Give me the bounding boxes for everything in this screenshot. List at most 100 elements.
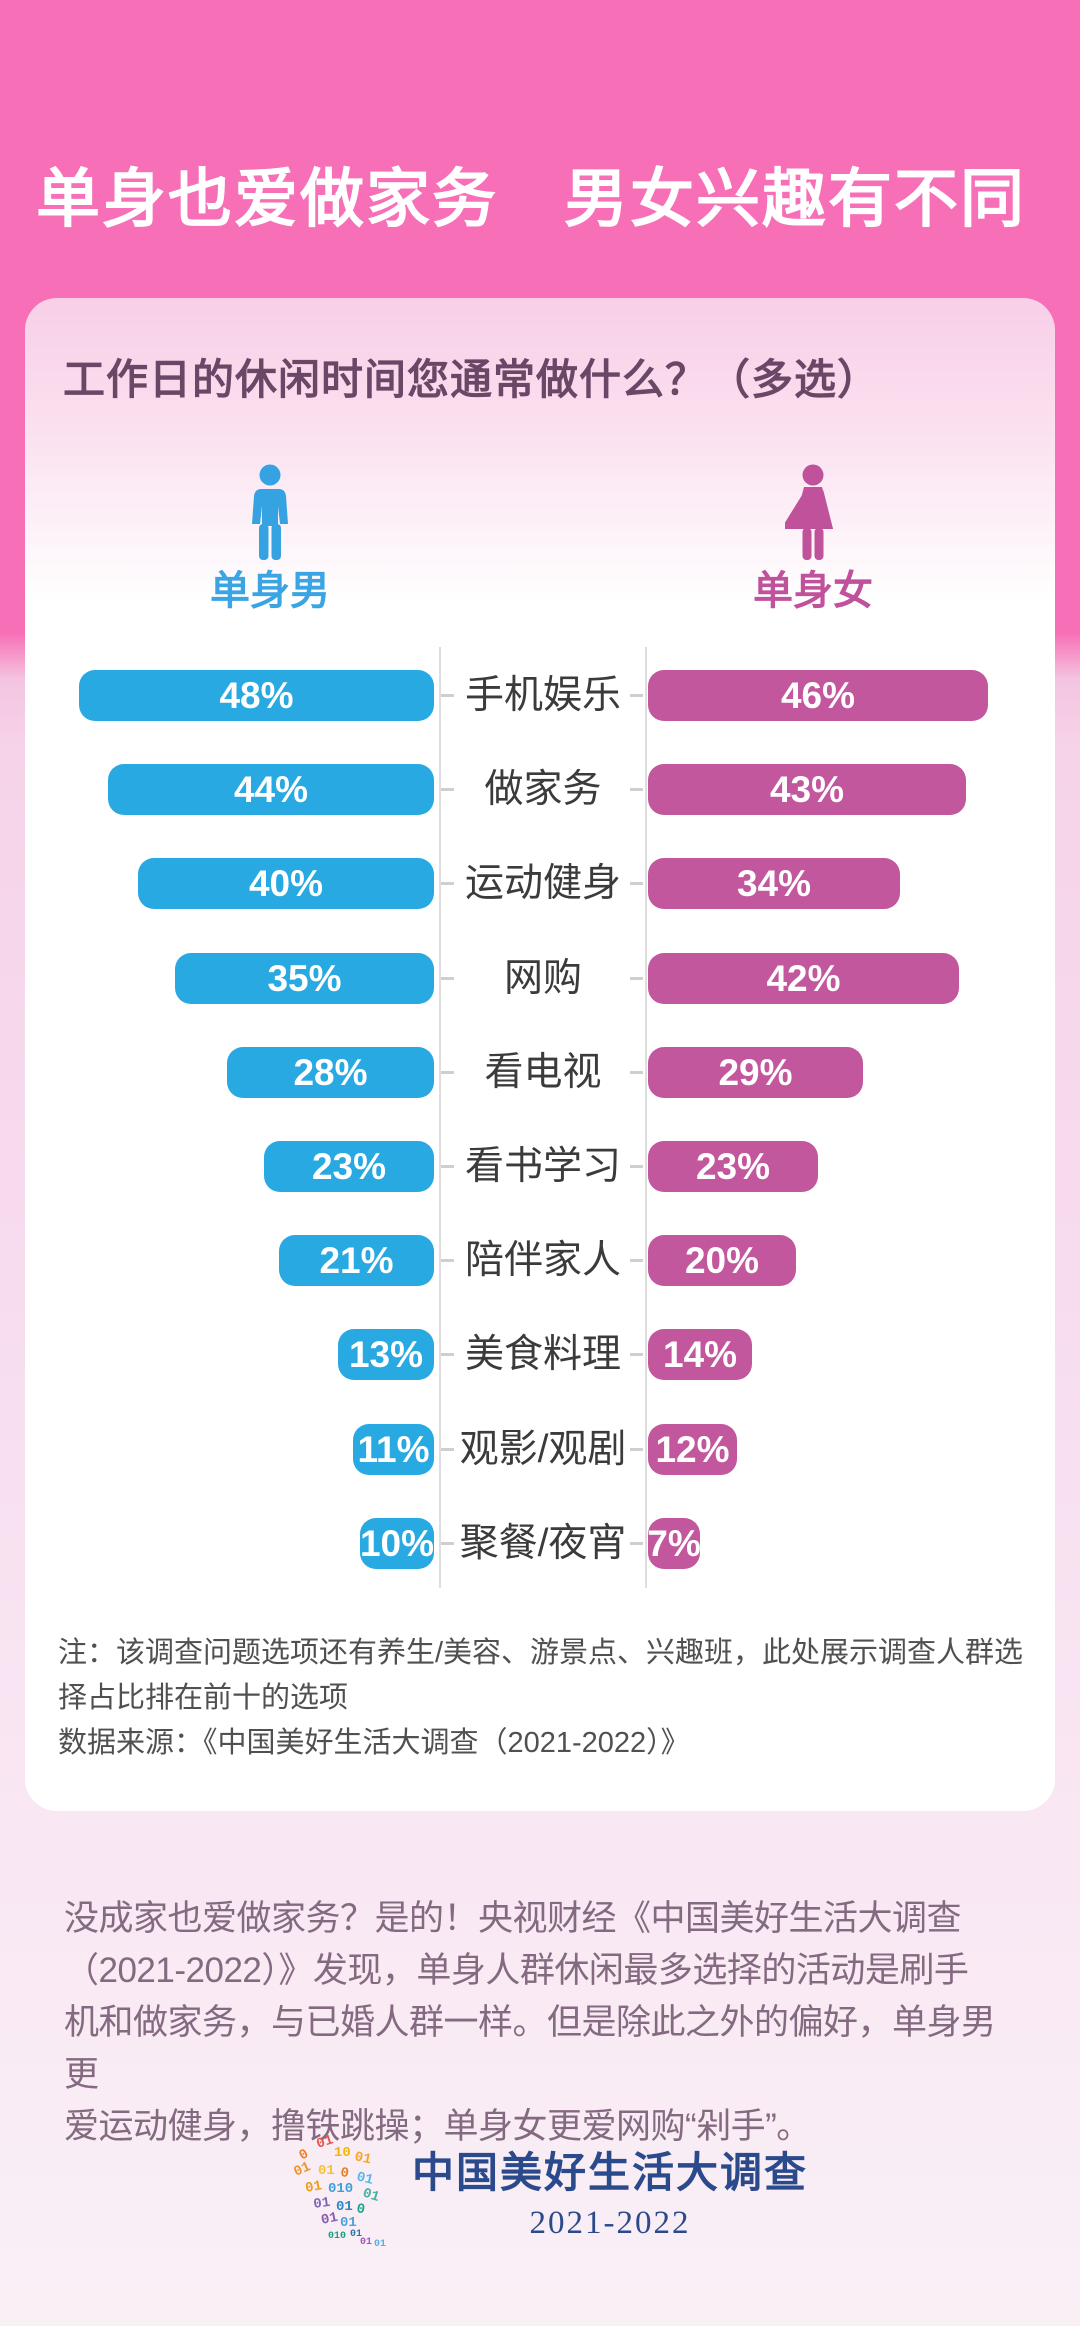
male-bar-value: 40% [248, 862, 324, 904]
male-bar-value: 28% [293, 1051, 368, 1093]
category-label: 聚餐/夜宵 [459, 1522, 627, 1565]
right-axis-tick [630, 1259, 643, 1262]
left-axis-tick [441, 1353, 454, 1356]
svg-text:01: 01 [340, 2215, 357, 2231]
left-axis-tick [441, 1448, 454, 1451]
svg-text:01: 01 [320, 2209, 340, 2228]
female-bar-value: 42% [766, 957, 841, 999]
chart-row: 35% 网购 42% [25, 953, 1055, 1004]
chart-row: 13% 美食料理 14% [25, 1329, 1055, 1380]
svg-text:01: 01 [336, 2199, 353, 2215]
right-axis-tick [630, 1071, 643, 1074]
male-bar: 28% [227, 1047, 434, 1098]
male-bar: 40% [138, 858, 434, 909]
left-axis-tick [441, 882, 454, 885]
right-axis-line [645, 647, 647, 1588]
female-bar-value: 14% [662, 1333, 738, 1375]
right-axis-tick [630, 977, 643, 980]
male-bar-value: 13% [348, 1333, 424, 1375]
male-bar-value: 10% [359, 1522, 435, 1564]
chart-row: 44% 做家务 43% [25, 764, 1055, 815]
right-axis-tick [630, 1353, 643, 1356]
female-bar: 12% [648, 1424, 737, 1475]
male-bar-value: 23% [311, 1145, 387, 1187]
chart-row: 11% 观影/观剧 12% [25, 1424, 1055, 1475]
female-bar-value: 46% [780, 674, 856, 716]
svg-text:01: 01 [318, 2163, 335, 2179]
male-bar-value: 44% [233, 768, 309, 810]
right-axis-tick [630, 694, 643, 697]
category-label: 看电视 [484, 1051, 602, 1094]
svg-text:01: 01 [374, 2239, 386, 2250]
right-axis-tick [630, 1165, 643, 1168]
left-axis-tick [441, 788, 454, 791]
svg-text:01: 01 [292, 2159, 314, 2180]
male-bar: 48% [79, 670, 434, 721]
svg-text:010: 010 [328, 2231, 346, 2242]
footer-logo: 01 0 10 01 01 01 0 01 01 010 01 01 01 0 … [0, 2128, 1080, 2253]
left-axis-tick [441, 977, 454, 980]
male-bar: 23% [264, 1141, 434, 1192]
chart-row: 28% 看电视 29% [25, 1047, 1055, 1098]
male-person-icon [247, 464, 293, 566]
female-bar-value: 20% [684, 1239, 760, 1281]
chart-row: 10% 聚餐/夜宵 7% [25, 1518, 1055, 1569]
left-axis-tick [441, 1542, 454, 1545]
male-bar-value: 21% [319, 1239, 394, 1281]
chart-footnote: 注：该调查问题选项还有养生/美容、游景点、兴趣班，此处展示调查人群选择占比排在前… [58, 1637, 1024, 1759]
female-bar-value: 34% [736, 862, 812, 904]
svg-text:01: 01 [353, 2149, 373, 2168]
chart-row: 21% 陪伴家人 20% [25, 1235, 1055, 1286]
category-label: 美食料理 [464, 1333, 621, 1376]
svg-text:01: 01 [360, 2237, 372, 2248]
category-label: 网购 [503, 957, 582, 1000]
male-bar-value: 11% [357, 1428, 430, 1470]
female-bar: 46% [648, 670, 988, 721]
svg-text:01: 01 [355, 2169, 375, 2189]
svg-text:01: 01 [350, 2229, 362, 2240]
right-axis-tick [630, 788, 643, 791]
svg-text:10: 10 [334, 2145, 351, 2161]
male-bar-value: 48% [219, 674, 294, 716]
footer-logo-years: 2021-2022 [529, 2205, 691, 2241]
diverging-bar-chart: 48% 手机娱乐 46% 44% 做家务 43% 40% 运动健身 34% 35% 网购 42% 28%… [25, 298, 1055, 1811]
survey-card: 工作日的休闲时间您通常做什么？（多选） 单身男 单身女 48% 手机 [25, 298, 1055, 1811]
right-axis-tick [630, 1448, 643, 1451]
page-title: 单身也爱做家务 男女兴趣有不同 [36, 162, 1026, 235]
category-label: 手机娱乐 [464, 674, 621, 717]
footer-logo-title: 中国美好生活大调查 [411, 2149, 808, 2196]
svg-text:0: 0 [355, 2201, 366, 2218]
female-series-label: 单身女 [753, 569, 873, 613]
female-bar: 34% [648, 858, 900, 909]
svg-text:01: 01 [315, 2132, 336, 2152]
female-bar: 14% [648, 1329, 752, 1380]
svg-text:0: 0 [339, 2165, 350, 2182]
male-series-label: 单身男 [210, 569, 330, 613]
svg-text:01: 01 [304, 2178, 323, 2197]
left-axis-tick [441, 1071, 454, 1074]
category-label: 观影/观剧 [459, 1428, 627, 1471]
female-bar-value: 23% [695, 1145, 771, 1187]
female-bar-value: 43% [769, 768, 845, 810]
female-person-icon [781, 464, 841, 566]
female-bar-value: 29% [718, 1051, 793, 1093]
right-axis-tick [630, 1542, 643, 1545]
svg-text:01: 01 [360, 2185, 381, 2205]
right-axis-tick [630, 882, 643, 885]
chart-row: 40% 运动健身 34% [25, 858, 1055, 909]
chart-row: 23% 看书学习 23% [25, 1141, 1055, 1192]
dove-binary-logo-icon: 01 0 10 01 01 01 0 01 01 010 01 01 01 0 … [292, 2132, 386, 2250]
female-bar: 29% [648, 1047, 863, 1098]
article-paragraph: 没成家也爱做家务？是的！央视财经《中国美好生活大调查 （2021-2022）》发… [64, 1899, 996, 2146]
svg-text:010: 010 [328, 2181, 353, 2197]
left-axis-line [439, 647, 441, 1588]
category-label: 陪伴家人 [464, 1239, 621, 1282]
male-bar: 21% [279, 1235, 434, 1286]
male-bar-value: 35% [267, 957, 342, 999]
male-bar: 44% [108, 764, 434, 815]
female-bar: 42% [648, 953, 959, 1004]
male-bar: 35% [175, 953, 434, 1004]
survey-question: 工作日的休闲时间您通常做什么？（多选） [63, 356, 881, 403]
chart-row: 48% 手机娱乐 46% [25, 670, 1055, 721]
female-bar-value: 12% [655, 1428, 730, 1470]
